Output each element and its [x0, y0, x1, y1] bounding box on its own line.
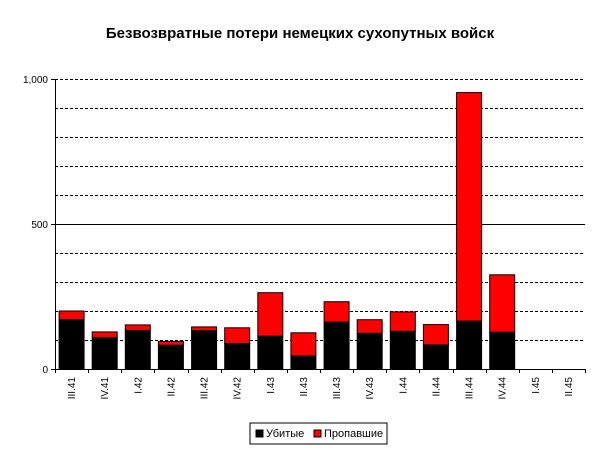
x-tick-label: III.43 [332, 377, 343, 400]
bar-missing-6 [257, 292, 284, 337]
x-tick-label: III.42 [200, 377, 211, 400]
bar-missing-3 [157, 340, 184, 346]
bar-killed-13 [489, 331, 516, 370]
bar-killed-3 [157, 344, 184, 370]
y-tick-label: 0 [42, 365, 48, 376]
x-tick-label: I.42 [133, 377, 144, 394]
bar-missing-12 [456, 92, 483, 322]
bar-missing-0 [58, 310, 85, 321]
bar-missing-10 [389, 311, 416, 332]
chart-title: Безвозвратные потери немецких сухопутных… [106, 25, 495, 42]
x-tick-label: II.43 [299, 377, 310, 397]
x-tick-label: IV.41 [100, 377, 111, 400]
x-tick-label: I.43 [266, 377, 277, 394]
legend: Убитые Пропавшие [249, 422, 388, 445]
x-tick-label: II.44 [431, 377, 442, 397]
bars-layer [58, 92, 516, 370]
bar-killed-11 [422, 344, 449, 370]
bar-killed-0 [58, 319, 85, 370]
bar-killed-10 [389, 330, 416, 370]
x-tick-label: IV.42 [233, 377, 244, 400]
bar-killed-7 [290, 355, 317, 370]
bar-missing-11 [422, 324, 449, 346]
y-tick-label: 1,000 [23, 75, 48, 86]
x-tick-label: IV.44 [498, 377, 509, 400]
bar-missing-7 [290, 332, 317, 357]
x-tick-label: I.45 [531, 377, 542, 394]
y-tick-labels: 0 500 1,000 [23, 75, 48, 376]
y-tick-label: 500 [31, 220, 48, 231]
x-tick-label: II.45 [564, 377, 575, 397]
bar-killed-8 [323, 321, 350, 370]
x-tick-label: II.42 [166, 377, 177, 397]
legend-label-missing: Пропавшие [324, 428, 383, 440]
bar-killed-1 [91, 337, 118, 370]
x-tick-label: III.44 [465, 377, 476, 400]
x-tick-label: III.41 [67, 377, 78, 400]
bar-missing-4 [191, 326, 218, 332]
bar-killed-2 [124, 329, 151, 370]
bar-killed-5 [224, 343, 251, 370]
bar-missing-13 [489, 274, 516, 333]
bar-killed-4 [191, 330, 218, 370]
bar-killed-12 [456, 320, 483, 370]
legend-label-killed: Убитые [266, 428, 304, 440]
bar-missing-5 [224, 327, 251, 344]
bar-killed-9 [356, 332, 383, 370]
x-tick-label: IV.43 [365, 377, 376, 400]
bar-missing-2 [124, 324, 151, 331]
axes-layer [51, 79, 586, 373]
x-tick-labels: III.41 IV.41 I.42 II.42 III.42 IV.42 I.43 II.43… [67, 377, 575, 400]
bar-missing-8 [323, 301, 350, 323]
bar-killed-6 [257, 335, 284, 370]
bar-missing-9 [356, 319, 383, 334]
bar-missing-1 [91, 331, 118, 339]
legend-swatch-missing [313, 429, 322, 438]
legend-swatch-killed [255, 429, 264, 438]
x-tick-label: I.44 [398, 377, 409, 394]
